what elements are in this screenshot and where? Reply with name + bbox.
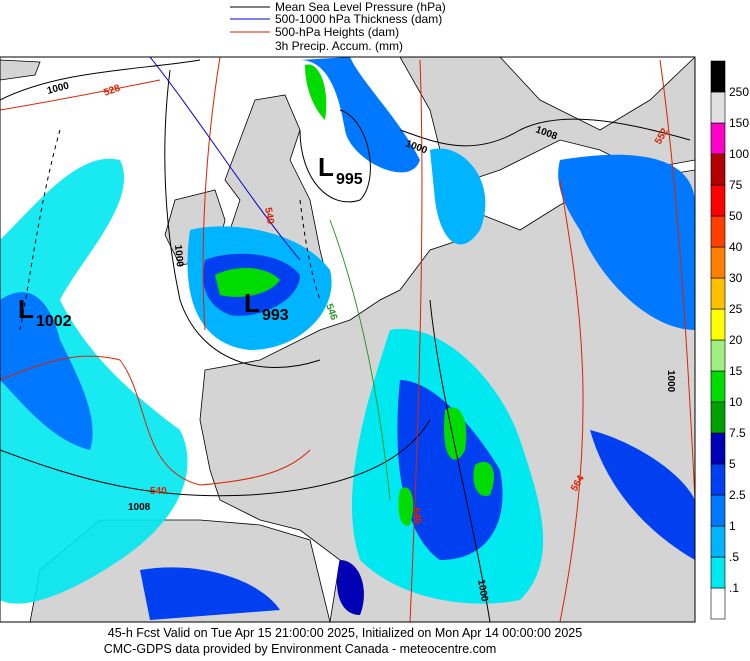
colorbar-label: 15 — [729, 364, 743, 378]
colorbar-label: 250 — [729, 85, 749, 99]
colorbar-label: 100 — [729, 147, 749, 161]
colorbar-label: .5 — [729, 550, 739, 564]
colorbar-swatch — [710, 60, 726, 93]
colorbar: .1 .5 1 2.5 5 7.5 10 15 20 25 30 40 50 75 100 150 250 — [710, 60, 749, 620]
colorbar-swatch — [710, 339, 726, 372]
colorbar-label: 2.5 — [729, 488, 746, 502]
isobar-label: 1000 — [665, 370, 676, 393]
legend-label: Mean Sea Level Pressure (hPa) — [275, 0, 446, 14]
low-letter: L — [18, 294, 34, 324]
colorbar-swatch — [710, 432, 726, 465]
colorbar-swatch — [710, 215, 726, 248]
colorbar-label: 1 — [729, 519, 736, 533]
isobar-label: 1000 — [475, 579, 490, 603]
pressure-centers: L 1002 L 995 L 993 — [18, 152, 363, 330]
map-frame — [0, 56, 696, 623]
colorbar-swatch — [710, 184, 726, 217]
colorbar-label: 7.5 — [729, 426, 746, 440]
legend-label: 500-1000 hPa Thickness (dam) — [275, 12, 442, 26]
low-letter: L — [318, 152, 334, 182]
colorbar-swatch — [710, 122, 726, 155]
colorbar-swatch — [710, 153, 726, 186]
map: 1000 528 540 1000 1008 540 1008 1000 552… — [0, 56, 696, 623]
footer-line: 45-h Fcst Valid on Tue Apr 15 21:00:00 2… — [108, 626, 582, 640]
colorbar-label: 10 — [729, 395, 743, 409]
isobar-label: 1008 — [128, 502, 151, 513]
colorbar-swatch — [710, 556, 726, 589]
colorbar-swatch — [710, 401, 726, 434]
legend-label: 3h Precip. Accum. (mm) — [275, 39, 403, 53]
height-label: 546 — [410, 507, 424, 526]
colorbar-label: 5 — [729, 457, 736, 471]
colorbar-swatch — [710, 370, 726, 403]
colorbar-label: 30 — [729, 271, 743, 285]
contours — [0, 57, 695, 622]
colorbar-swatch — [710, 308, 726, 341]
height-label: 540 — [150, 486, 167, 497]
precipitation — [0, 57, 695, 620]
colorbar-label: .1 — [729, 581, 739, 595]
colorbar-label: 150 — [729, 116, 749, 130]
colorbar-swatch — [710, 277, 726, 310]
colorbar-swatch — [710, 587, 726, 620]
legend: Mean Sea Level Pressure (hPa) 500-1000 h… — [230, 0, 446, 53]
low-letter: L — [244, 288, 260, 318]
colorbar-label: 75 — [729, 178, 743, 192]
colorbar-swatch — [710, 494, 726, 527]
footer-line: CMC-GDPS data provided by Environment Ca… — [104, 642, 497, 656]
colorbar-swatch — [710, 246, 726, 279]
height-label: 540 — [262, 207, 276, 226]
legend-label: 500-hPa Heights (dam) — [275, 25, 399, 39]
colorbar-label: 50 — [729, 209, 743, 223]
low-value: 995 — [336, 171, 363, 188]
colorbar-swatch — [710, 525, 726, 558]
colorbar-label: 40 — [729, 240, 743, 254]
colorbar-swatch — [710, 91, 726, 124]
isobar-label: 1000 — [172, 244, 185, 268]
colorbar-label: 25 — [729, 302, 743, 316]
low-value: 1002 — [36, 313, 72, 330]
colorbar-label: 20 — [729, 333, 743, 347]
colorbar-swatch — [710, 463, 726, 496]
low-value: 993 — [262, 307, 289, 324]
